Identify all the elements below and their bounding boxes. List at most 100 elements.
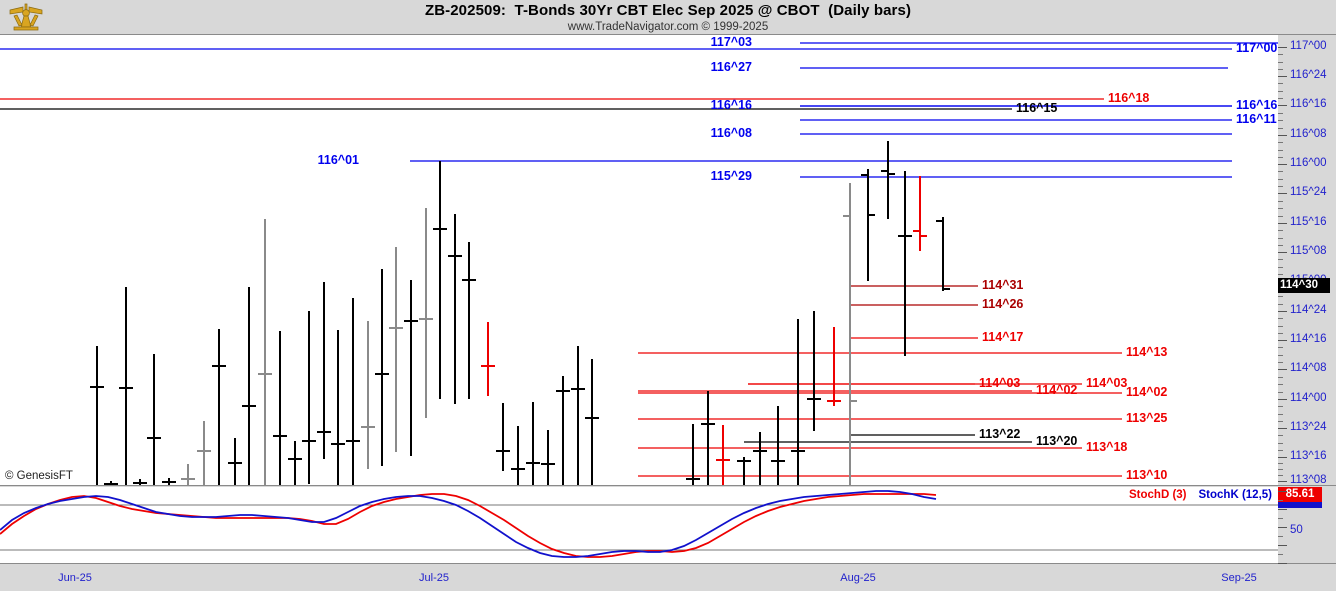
- date-axis-label: Jul-25: [419, 572, 449, 584]
- horizontal-price-lines: [0, 42, 1278, 477]
- ohlc-bar[interactable]: [197, 421, 211, 485]
- ohlc-bar[interactable]: [737, 457, 751, 485]
- price-level-label: 113^20: [1036, 434, 1078, 448]
- price-axis-label: 117^00: [1290, 40, 1327, 52]
- ohlc-bar[interactable]: [212, 329, 226, 485]
- ohlc-bar[interactable]: [302, 311, 316, 484]
- ohlc-bar[interactable]: [361, 321, 375, 469]
- axis-tick: [1278, 135, 1287, 136]
- ohlc-bar[interactable]: [807, 311, 821, 431]
- ohlc-bar[interactable]: [133, 479, 147, 485]
- ohlc-bar[interactable]: [104, 481, 118, 485]
- ohlc-bar[interactable]: [317, 282, 331, 459]
- price-chart-pane[interactable]: 117^03 117^00 116^27 116^18 116^16 116^16 116^…: [0, 34, 1278, 486]
- ohlc-bar[interactable]: [90, 346, 104, 485]
- ohlc-bar[interactable]: [936, 217, 950, 291]
- axis-tick: [1278, 457, 1287, 458]
- axis-tick: [1278, 252, 1287, 253]
- ohlc-bar[interactable]: [496, 403, 510, 471]
- ohlc-bar[interactable]: [881, 141, 895, 219]
- indicator-axis-tick: [1278, 536, 1283, 537]
- axis-tick-minor: [1278, 413, 1283, 415]
- date-axis[interactable]: Jun-25 Jul-25 Aug-25 Sep-25: [0, 565, 1336, 591]
- ohlc-bar[interactable]: [898, 171, 912, 356]
- axis-tick: [1278, 164, 1287, 165]
- axis-tick: [1278, 428, 1287, 429]
- stochastic-value-badge: 85.61: [1278, 487, 1322, 502]
- axis-tick-minor: [1278, 142, 1283, 144]
- ohlc-bar[interactable]: [181, 464, 195, 485]
- axis-tick-minor: [1278, 237, 1283, 239]
- axis-tick-minor: [1278, 112, 1283, 114]
- indicator-axis-tick: [1278, 554, 1283, 555]
- stochastic-indicator-pane[interactable]: StochD (3) StochK (12,5): [0, 487, 1278, 564]
- ohlc-bar[interactable]: [791, 319, 805, 485]
- ohlc-bar[interactable]: [827, 327, 841, 406]
- legend-stoch-k: StochK (12,5): [1198, 489, 1273, 501]
- ohlc-bar[interactable]: [556, 376, 570, 485]
- price-level-label: 116^16: [710, 98, 752, 112]
- ohlc-bar[interactable]: [771, 406, 785, 485]
- price-level-label: 114^02: [1126, 385, 1168, 399]
- ohlc-bar[interactable]: [228, 438, 242, 485]
- price-level-label: 114^03: [1086, 376, 1128, 390]
- price-axis-label: 116^08: [1290, 128, 1327, 140]
- axis-tick: [1278, 369, 1287, 370]
- ohlc-bar[interactable]: [419, 208, 433, 418]
- ohlc-bar[interactable]: [585, 359, 599, 485]
- ohlc-bar[interactable]: [389, 247, 403, 452]
- stochastic-line: [0, 493, 937, 558]
- ohlc-bar[interactable]: [375, 269, 389, 466]
- price-axis[interactable]: 117^00 116^24 116^16 116^08 116^00 115^24 115^…: [1278, 34, 1336, 486]
- ohlc-bar[interactable]: [404, 280, 418, 456]
- ohlc-bar[interactable]: [526, 402, 540, 485]
- axis-tick-minor: [1278, 361, 1283, 363]
- ohlc-bar[interactable]: [433, 161, 447, 399]
- ohlc-bar[interactable]: [511, 426, 525, 485]
- axis-tick-minor: [1278, 149, 1283, 151]
- price-level-label: 114^13: [1126, 345, 1168, 359]
- axis-tick-minor: [1278, 156, 1283, 158]
- price-level-label: 116^01: [317, 153, 359, 167]
- indicator-axis-tick: [1278, 500, 1283, 501]
- ohlc-bar[interactable]: [242, 287, 256, 485]
- axis-tick: [1278, 399, 1287, 400]
- price-level-label: 116^11: [1236, 112, 1277, 126]
- ohlc-bar[interactable]: [273, 331, 287, 485]
- ohlc-bar[interactable]: [753, 432, 767, 485]
- ohlc-bars: [90, 141, 950, 485]
- price-level-label: 117^00: [1236, 41, 1278, 55]
- axis-tick-minor: [1278, 68, 1283, 70]
- ohlc-bar[interactable]: [162, 478, 176, 485]
- ohlc-bar[interactable]: [288, 441, 302, 485]
- ohlc-bar[interactable]: [716, 425, 730, 485]
- ohlc-bar[interactable]: [448, 214, 462, 404]
- ohlc-bar[interactable]: [147, 354, 161, 485]
- axis-tick-minor: [1278, 318, 1283, 320]
- ohlc-bar[interactable]: [462, 242, 476, 399]
- ohlc-bar[interactable]: [481, 322, 495, 396]
- ohlc-bar[interactable]: [686, 424, 700, 485]
- axis-tick-minor: [1278, 384, 1283, 385]
- axis-tick-minor: [1278, 347, 1283, 349]
- axis-tick: [1278, 105, 1287, 106]
- last-price-badge: 114^30: [1278, 278, 1330, 293]
- ohlc-bar[interactable]: [331, 330, 345, 485]
- ohlc-bar[interactable]: [913, 176, 927, 251]
- ohlc-bar[interactable]: [346, 298, 360, 485]
- price-level-label: 115^29: [710, 169, 752, 183]
- ohlc-bar[interactable]: [541, 430, 555, 485]
- indicator-axis-tick: [1278, 518, 1283, 519]
- ohlc-bar[interactable]: [843, 183, 857, 485]
- ohlc-bar[interactable]: [571, 346, 585, 485]
- axis-tick-minor: [1278, 273, 1283, 275]
- ohlc-bar[interactable]: [119, 287, 133, 485]
- axis-tick-minor: [1278, 127, 1283, 129]
- date-axis-label: Aug-25: [840, 572, 876, 584]
- ohlc-bar[interactable]: [258, 219, 272, 485]
- ohlc-bar[interactable]: [861, 169, 875, 281]
- ohlc-bar[interactable]: [701, 391, 715, 485]
- indicator-axis[interactable]: 85.61 50: [1278, 487, 1336, 564]
- axis-tick-minor: [1278, 475, 1283, 476]
- axis-tick-minor: [1278, 406, 1283, 408]
